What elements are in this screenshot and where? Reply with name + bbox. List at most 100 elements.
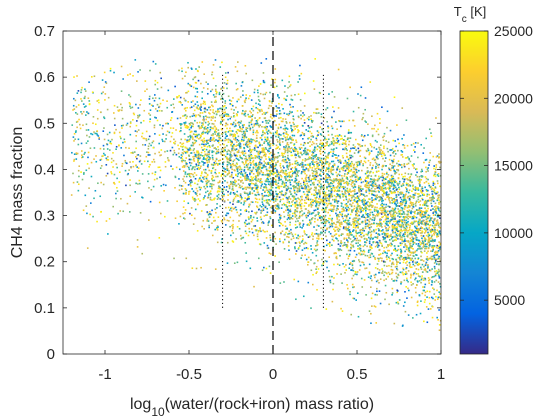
data-point: [255, 131, 257, 134]
data-point: [427, 214, 430, 216]
data-point: [286, 95, 288, 97]
data-point: [278, 143, 281, 145]
data-point: [255, 120, 258, 122]
data-point: [359, 264, 362, 267]
data-point: [329, 143, 331, 146]
data-point: [270, 157, 273, 160]
data-point: [263, 140, 266, 143]
data-point: [321, 200, 324, 203]
data-point: [402, 201, 404, 204]
data-point: [406, 216, 408, 219]
data-point: [393, 235, 396, 238]
data-point: [435, 166, 438, 168]
data-point: [417, 264, 420, 266]
data-point: [326, 266, 328, 269]
data-point: [287, 146, 290, 148]
data-point: [364, 184, 367, 186]
data-point: [293, 123, 295, 126]
data-point: [364, 267, 366, 270]
data-point: [348, 119, 351, 122]
data-point: [367, 159, 370, 162]
data-point: [205, 204, 207, 206]
data-point: [415, 254, 417, 256]
data-point: [429, 308, 432, 310]
data-point: [193, 217, 196, 220]
data-point: [407, 213, 410, 215]
data-point: [332, 150, 335, 153]
data-point: [425, 211, 428, 214]
data-point: [229, 191, 232, 194]
data-point: [218, 110, 220, 113]
data-point: [218, 135, 220, 138]
data-point: [429, 186, 432, 189]
data-point: [397, 230, 399, 233]
data-point: [227, 95, 230, 98]
data-point: [240, 170, 243, 173]
data-point: [338, 181, 341, 183]
data-point: [397, 257, 400, 259]
data-point: [400, 185, 403, 188]
data-point: [421, 212, 423, 214]
data-point: [337, 208, 339, 210]
data-point: [207, 139, 210, 142]
data-point: [238, 144, 241, 147]
data-point: [406, 253, 409, 256]
data-point: [254, 211, 256, 214]
data-point: [283, 281, 285, 283]
data-point: [348, 217, 351, 219]
data-point: [396, 289, 399, 292]
data-point: [273, 114, 276, 117]
data-point: [282, 198, 284, 200]
data-point: [193, 155, 195, 158]
data-point: [344, 219, 347, 222]
data-point: [203, 150, 206, 153]
data-point: [273, 177, 276, 180]
data-point: [402, 184, 405, 187]
data-point: [284, 85, 286, 87]
data-point: [351, 264, 354, 267]
data-point: [112, 205, 114, 208]
data-point: [73, 76, 75, 78]
data-point: [284, 124, 286, 127]
data-point: [315, 232, 318, 235]
data-point: [390, 215, 392, 217]
data-point: [230, 183, 233, 185]
data-point: [368, 205, 370, 208]
data-point: [211, 177, 213, 180]
data-point: [75, 153, 78, 155]
data-point: [347, 172, 350, 174]
data-point: [380, 176, 382, 179]
data-point: [412, 195, 415, 198]
data-point: [256, 186, 258, 189]
data-point: [378, 223, 380, 226]
data-point: [349, 238, 352, 240]
data-point: [257, 208, 260, 211]
data-point: [265, 199, 268, 202]
data-point: [310, 218, 313, 221]
data-point: [399, 254, 402, 257]
data-point: [219, 123, 222, 125]
data-point: [428, 227, 431, 229]
data-point: [330, 202, 332, 205]
data-point: [370, 246, 372, 248]
data-point: [379, 118, 381, 120]
data-point: [348, 223, 351, 225]
data-point: [364, 225, 367, 228]
data-point: [244, 200, 247, 202]
data-point: [266, 169, 268, 172]
data-point: [263, 150, 265, 152]
data-point: [267, 178, 270, 181]
data-point: [82, 209, 85, 212]
data-point: [395, 171, 398, 174]
data-point: [403, 226, 405, 229]
data-point: [188, 190, 191, 193]
data-point: [421, 190, 424, 192]
data-point: [324, 197, 327, 199]
data-point: [257, 151, 260, 153]
data-point: [433, 174, 435, 177]
data-point: [424, 245, 427, 248]
data-point: [363, 216, 366, 219]
data-point: [289, 224, 291, 226]
data-point: [293, 150, 296, 153]
data-point: [328, 243, 331, 245]
